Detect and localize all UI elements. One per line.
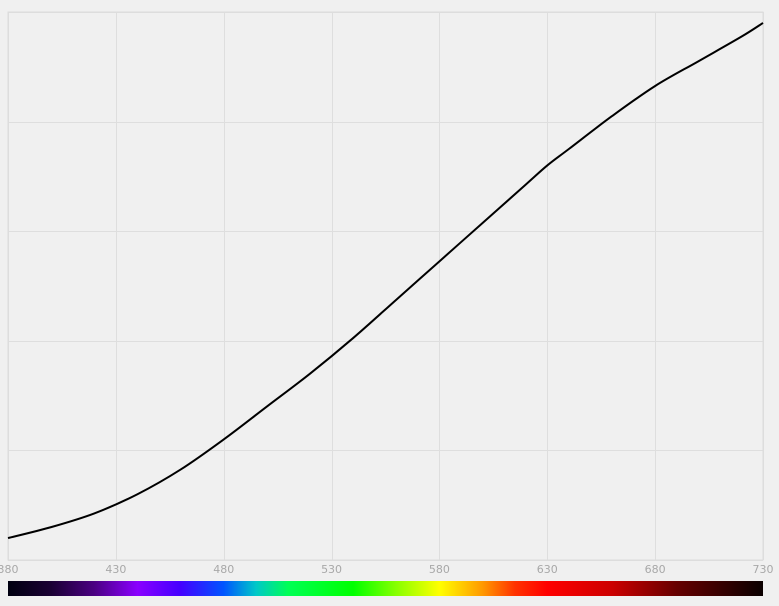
x-tick-label-0: 380 bbox=[0, 563, 19, 576]
x-tick-label-1: 430 bbox=[105, 563, 126, 576]
series-layer bbox=[7, 22, 764, 540]
series-line-0 bbox=[7, 22, 764, 540]
x-tick-label-6: 680 bbox=[645, 563, 666, 576]
x-tick-labels: 380 430 480 530 580 630 680 730 bbox=[0, 563, 774, 576]
grid bbox=[8, 12, 764, 561]
x-tick-label-2: 480 bbox=[213, 563, 234, 576]
x-tick-label-3: 530 bbox=[321, 563, 342, 576]
spectrum-bar bbox=[8, 581, 763, 596]
plot-area bbox=[7, 11, 764, 561]
x-tick-label-5: 630 bbox=[537, 563, 558, 576]
x-tick-label-7: 730 bbox=[753, 563, 774, 576]
x-tick-label-4: 580 bbox=[429, 563, 450, 576]
